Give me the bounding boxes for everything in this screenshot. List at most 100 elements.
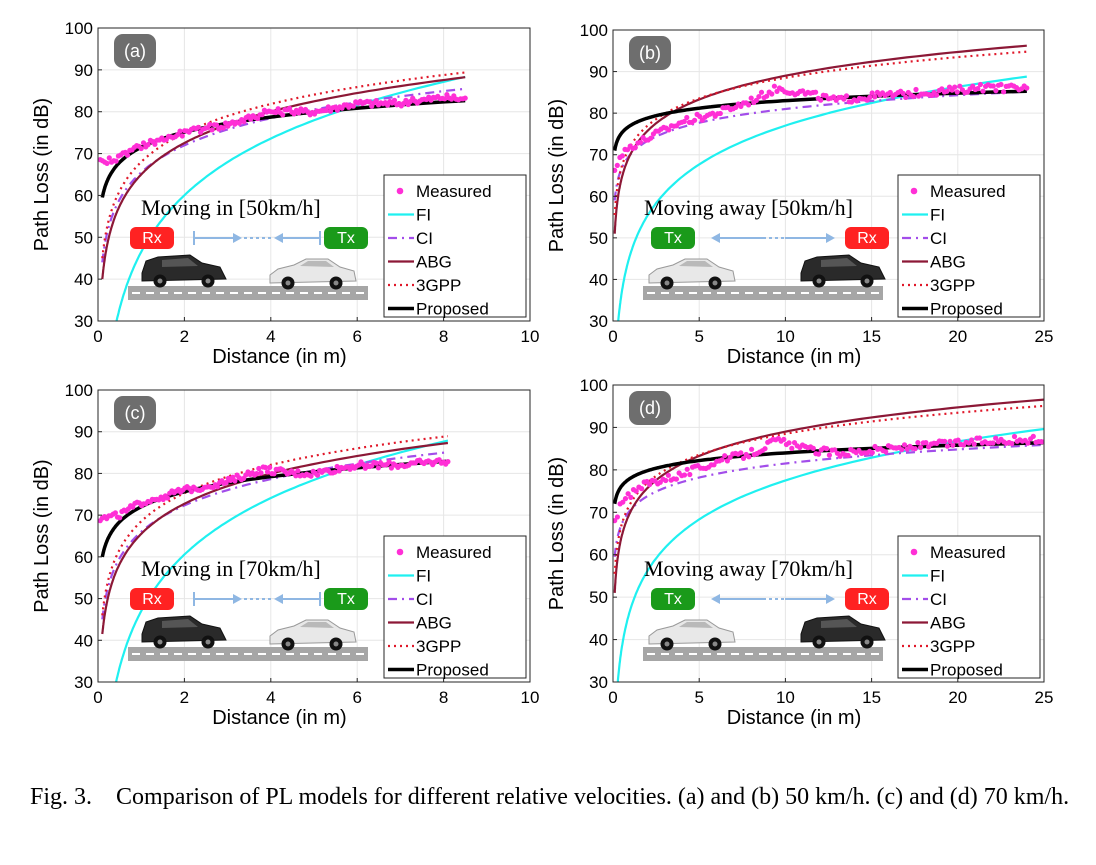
x-tick-label: 5 (694, 327, 703, 346)
measured-point (673, 476, 680, 482)
measured-point (124, 152, 131, 158)
measured-point (637, 139, 644, 145)
y-tick-label: 60 (589, 546, 608, 565)
measured-point (813, 89, 819, 95)
x-tick-label: 4 (266, 688, 275, 707)
arrow-head (233, 594, 242, 604)
measured-point (259, 112, 265, 118)
rx-tag-bg (845, 588, 889, 610)
y-axis-label: Path Loss (in dB) (31, 459, 53, 612)
scenario-annotation: Moving in [70km/h] (141, 556, 321, 581)
y-axis-label: Path Loss (in dB) (31, 98, 53, 251)
measured-point (824, 446, 830, 452)
measured-point (386, 459, 392, 465)
y-tick-label: 30 (74, 312, 93, 331)
measured-point (295, 468, 301, 474)
series-line-ci (101, 87, 466, 263)
measured-point (748, 95, 754, 101)
x-tick-label: 6 (352, 688, 361, 707)
rx-tag: Rx (130, 227, 174, 249)
measured-point (267, 464, 273, 470)
car-hub (864, 639, 870, 645)
suv-window (821, 619, 857, 628)
x-tick-label: 2 (180, 327, 189, 346)
car-hub (816, 639, 822, 645)
rx-tag-label: Rx (142, 230, 162, 247)
panel-c: 0 2 4 6 8 10 30 40 50 60 70 80 90 100 Distance (in m) P… (31, 381, 539, 729)
x-tick-label: 6 (352, 327, 361, 346)
x-axis-label: Distance (in m) (727, 346, 861, 368)
car-hub (712, 280, 718, 286)
legend-label-gpp: 3GPP (930, 637, 975, 656)
measured-point (845, 452, 851, 458)
y-axis-label: Path Loss (in dB) (546, 457, 568, 610)
arrow-head (233, 233, 242, 243)
legend-marker-measured (910, 548, 918, 556)
measured-point (632, 144, 638, 151)
measured-point (1030, 433, 1036, 439)
measured-point (681, 118, 687, 125)
measured-point (271, 471, 277, 477)
rx-tag: Rx (845, 588, 889, 610)
rx-tag: Rx (845, 227, 889, 249)
measured-point (697, 113, 703, 119)
x-axis-label: Distance (in m) (212, 346, 346, 368)
measured-point (140, 140, 147, 146)
measured-point (899, 447, 905, 453)
y-tick-label: 80 (74, 464, 93, 483)
panel-badge-label: (b) (639, 43, 661, 63)
y-tick-label: 90 (589, 418, 608, 437)
y-tick-label: 100 (65, 381, 93, 400)
legend-label-ci: CI (930, 229, 947, 248)
scenario-illustration: Moving away [50km/h] Tx Rx (643, 195, 889, 300)
measured-point (818, 97, 824, 103)
tx-tag-bg (651, 588, 695, 610)
measured-point (903, 94, 909, 100)
legend: Measured FI CI ABG 3GPP Proposed (897, 174, 1041, 319)
measured-point (900, 90, 906, 96)
tx-car (269, 619, 357, 651)
legend-label-proposed: Proposed (930, 661, 1003, 680)
y-tick-label: 70 (74, 145, 93, 164)
legend-label-proposed: Proposed (930, 300, 1003, 319)
measured-point (923, 440, 929, 446)
measured-point (952, 84, 958, 90)
measured-point (296, 110, 302, 116)
legend-label-abg: ABG (930, 253, 966, 272)
measured-point (360, 461, 366, 467)
measured-point (112, 510, 118, 516)
y-tick-label: 100 (580, 376, 608, 395)
measured-point (1001, 89, 1007, 95)
caption-text: Comparison of PL models for different re… (116, 784, 1070, 810)
suv-window (162, 258, 198, 267)
rx-tag-label: Rx (142, 591, 162, 608)
measured-point (614, 514, 621, 520)
measured-point (223, 479, 229, 486)
sedan-window (300, 622, 334, 628)
y-tick-label: 30 (589, 312, 608, 331)
x-tick-label: 8 (439, 688, 448, 707)
measured-point (719, 457, 725, 463)
measured-point (264, 469, 271, 475)
y-tick-label: 40 (74, 631, 93, 650)
measured-point (1041, 439, 1044, 445)
tx-tag: Tx (651, 588, 695, 610)
axes-box (612, 29, 1045, 322)
car-hub (205, 278, 211, 284)
measured-point (764, 93, 770, 99)
tx-tag-bg (324, 227, 368, 249)
y-tick-label: 100 (65, 19, 93, 38)
measured-point (332, 469, 338, 475)
legend-box (897, 174, 1041, 318)
series-line-fi (115, 75, 466, 321)
measured-point (977, 81, 984, 88)
tx-tag-bg (651, 227, 695, 249)
tx-tag-label: Tx (337, 230, 355, 247)
car-hub (157, 639, 163, 645)
legend-label-ci: CI (416, 229, 433, 248)
car-hub (816, 278, 822, 284)
y-tick-label: 90 (74, 61, 93, 80)
x-tick-label: 0 (93, 327, 102, 346)
series-line-fi (114, 439, 449, 682)
x-tick-label: 20 (948, 327, 967, 346)
